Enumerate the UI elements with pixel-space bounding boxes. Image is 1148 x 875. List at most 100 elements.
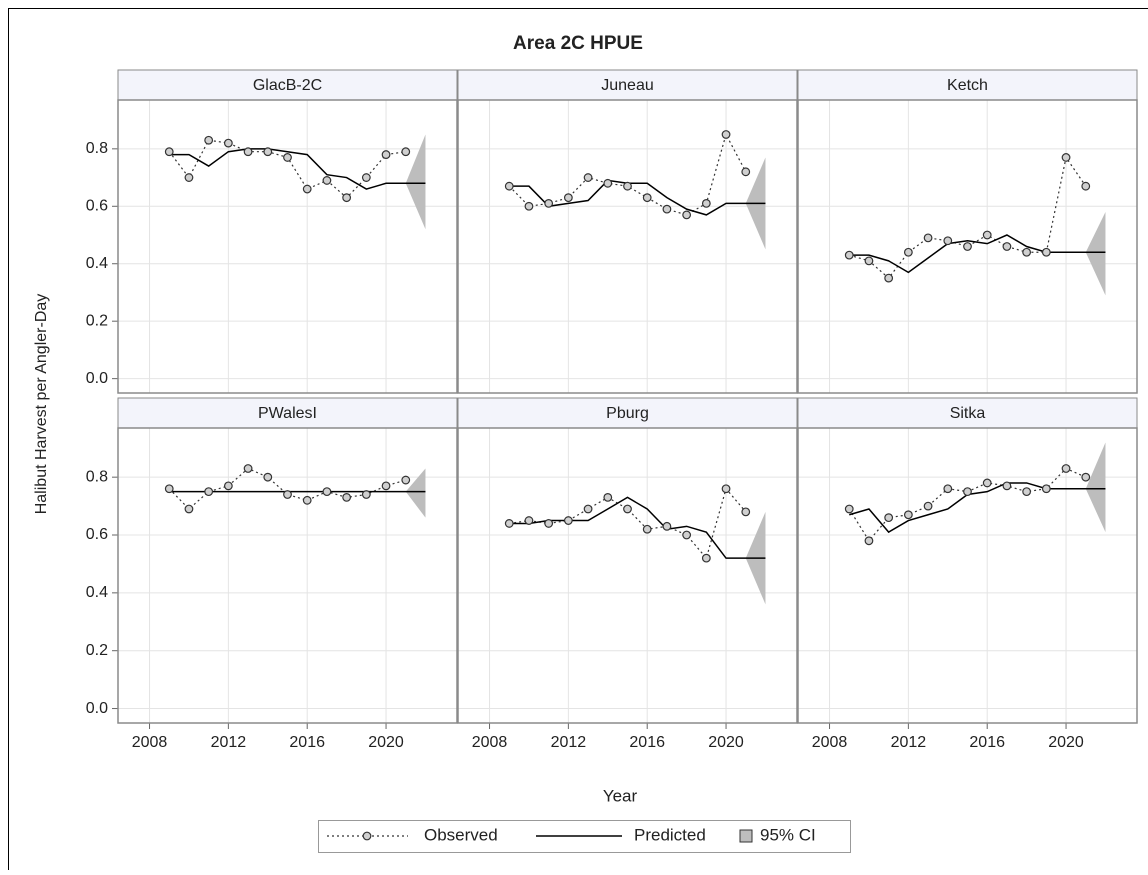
- panel-background: [118, 428, 457, 723]
- x-tick-label: 2008: [472, 734, 508, 751]
- observed-marker: [1082, 473, 1090, 481]
- observed-marker: [683, 531, 691, 539]
- observed-marker: [604, 180, 612, 188]
- observed-marker: [1003, 482, 1011, 490]
- panel-title: PWalesI: [258, 405, 317, 422]
- x-tick-label: 2012: [551, 734, 587, 751]
- x-tick-label: 2008: [812, 734, 848, 751]
- y-axis-label: Halibut Harvest per Angler-Day: [33, 294, 50, 515]
- observed-marker: [584, 505, 592, 513]
- observed-marker: [225, 482, 233, 490]
- observed-marker: [1023, 248, 1031, 256]
- observed-marker: [165, 148, 173, 156]
- x-axis-label: Year: [603, 786, 638, 805]
- panel-title: Juneau: [601, 77, 654, 94]
- observed-marker: [983, 231, 991, 239]
- observed-marker: [343, 494, 351, 502]
- legend-label: Predicted: [634, 825, 706, 844]
- observed-marker: [964, 488, 972, 496]
- observed-marker: [624, 505, 632, 513]
- observed-marker: [244, 148, 252, 156]
- observed-marker: [683, 211, 691, 219]
- y-tick-label: 0.4: [86, 255, 108, 272]
- observed-marker: [303, 185, 311, 193]
- observed-marker: [185, 174, 193, 182]
- observed-marker: [525, 202, 533, 210]
- observed-marker: [382, 151, 390, 159]
- y-tick-label: 0.6: [86, 526, 108, 543]
- observed-marker: [303, 497, 311, 505]
- observed-marker: [905, 248, 913, 256]
- panel-title: Pburg: [606, 405, 649, 422]
- x-tick-label: 2016: [289, 734, 325, 751]
- observed-marker: [264, 148, 272, 156]
- observed-marker: [845, 505, 853, 513]
- observed-marker: [565, 517, 573, 525]
- y-tick-label: 0.2: [86, 312, 108, 329]
- observed-marker: [402, 148, 410, 156]
- observed-marker: [983, 479, 991, 487]
- y-tick-label: 0.0: [86, 700, 108, 717]
- observed-marker: [885, 514, 893, 522]
- legend-label: Observed: [424, 825, 498, 844]
- observed-marker: [1023, 488, 1031, 496]
- observed-marker: [584, 174, 592, 182]
- panel-background: [458, 100, 797, 393]
- observed-marker: [663, 205, 671, 213]
- legend-observed-marker: [363, 832, 371, 840]
- observed-marker: [722, 131, 730, 139]
- observed-marker: [205, 488, 213, 496]
- observed-marker: [545, 520, 553, 528]
- observed-marker: [624, 182, 632, 190]
- observed-marker: [545, 200, 553, 208]
- observed-marker: [505, 520, 513, 528]
- observed-marker: [944, 485, 952, 493]
- panel-title: GlacB-2C: [253, 77, 322, 94]
- observed-marker: [865, 537, 873, 545]
- observed-marker: [643, 194, 651, 202]
- observed-marker: [165, 485, 173, 493]
- observed-marker: [505, 182, 513, 190]
- observed-marker: [1082, 182, 1090, 190]
- observed-marker: [742, 168, 750, 176]
- y-tick-label: 0.4: [86, 584, 108, 601]
- observed-marker: [964, 243, 972, 251]
- y-tick-label: 0.8: [86, 140, 108, 157]
- observed-marker: [845, 251, 853, 259]
- panel-background: [458, 428, 797, 723]
- observed-marker: [363, 491, 371, 499]
- observed-marker: [703, 200, 711, 208]
- legend-ci-swatch: [740, 830, 752, 842]
- observed-marker: [944, 237, 952, 245]
- observed-marker: [703, 554, 711, 562]
- observed-marker: [1062, 154, 1070, 162]
- observed-marker: [225, 139, 233, 147]
- observed-marker: [604, 494, 612, 502]
- x-tick-label: 2012: [891, 734, 927, 751]
- observed-marker: [323, 488, 331, 496]
- x-tick-label: 2020: [1048, 734, 1084, 751]
- observed-marker: [382, 482, 390, 490]
- x-tick-label: 2016: [629, 734, 665, 751]
- x-tick-label: 2012: [211, 734, 247, 751]
- observed-marker: [663, 523, 671, 531]
- observed-marker: [1062, 465, 1070, 473]
- observed-marker: [363, 174, 371, 182]
- x-tick-label: 2016: [969, 734, 1005, 751]
- panel-background: [798, 428, 1137, 723]
- x-tick-label: 2020: [368, 734, 404, 751]
- panel-background: [118, 100, 457, 393]
- observed-marker: [865, 257, 873, 265]
- observed-marker: [284, 154, 292, 162]
- observed-marker: [742, 508, 750, 516]
- observed-marker: [343, 194, 351, 202]
- observed-marker: [525, 517, 533, 525]
- chart-title: Area 2C HPUE: [513, 33, 643, 54]
- x-tick-label: 2008: [132, 734, 168, 751]
- observed-marker: [924, 234, 932, 242]
- observed-marker: [1003, 243, 1011, 251]
- observed-marker: [1043, 248, 1051, 256]
- observed-marker: [264, 473, 272, 481]
- observed-marker: [323, 177, 331, 185]
